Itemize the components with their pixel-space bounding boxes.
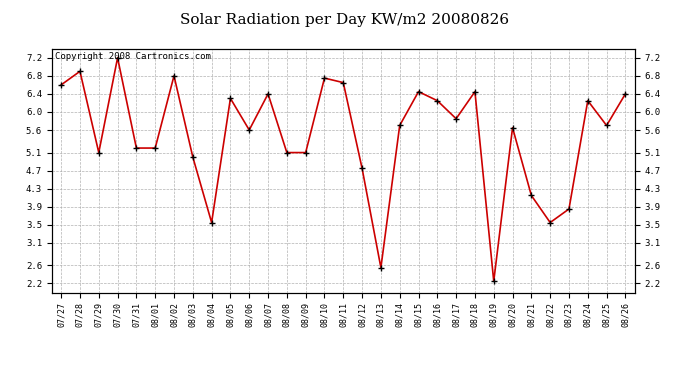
Text: Solar Radiation per Day KW/m2 20080826: Solar Radiation per Day KW/m2 20080826: [181, 13, 509, 27]
Text: Copyright 2008 Cartronics.com: Copyright 2008 Cartronics.com: [55, 53, 210, 62]
